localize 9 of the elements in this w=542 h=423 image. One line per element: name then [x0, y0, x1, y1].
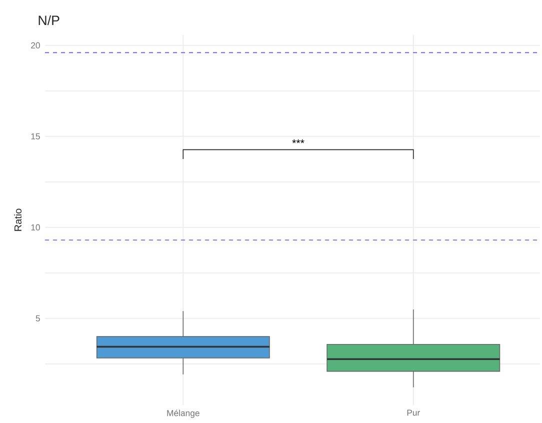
annotation: ***: [292, 139, 304, 144]
y-tick-label: 5: [36, 315, 40, 322]
x-tick-label: Mélange: [167, 410, 200, 418]
x-tick-label: Pur: [407, 410, 420, 416]
y-axis-title: Ratio: [14, 208, 22, 231]
y-tick-label: 15: [31, 133, 40, 140]
y-tick-label: 20: [31, 42, 40, 48]
chart-title: N/P: [38, 15, 60, 26]
y-tick-label: 10: [31, 224, 40, 230]
